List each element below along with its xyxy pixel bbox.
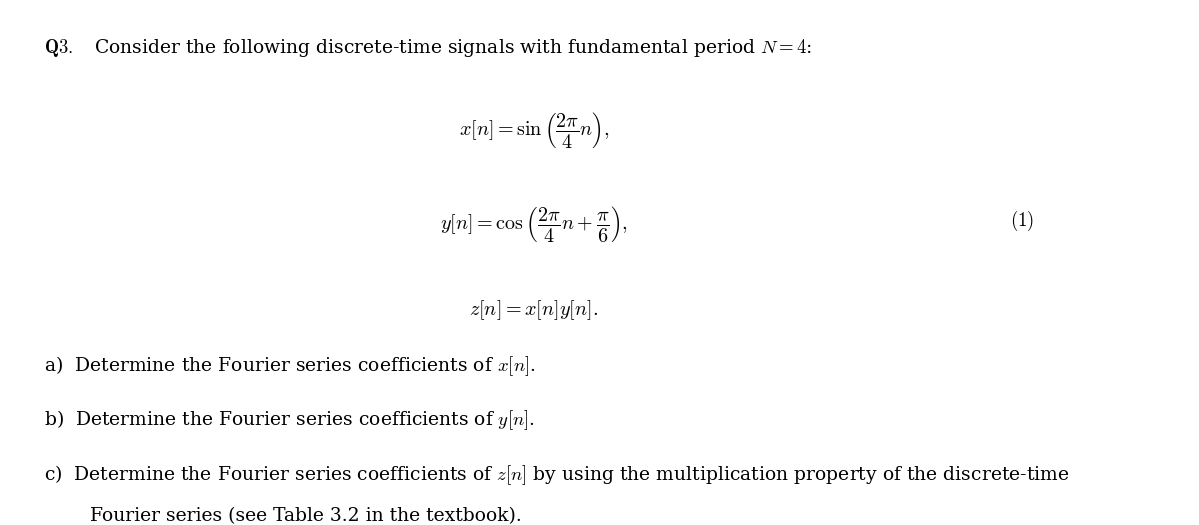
Text: $y[n] = \cos\left(\dfrac{2\pi}{4}n + \dfrac{\pi}{6}\right),$: $y[n] = \cos\left(\dfrac{2\pi}{4}n + \df… — [440, 204, 627, 244]
Text: Consider the following discrete-time signals with fundamental period $N = 4$:: Consider the following discrete-time sig… — [95, 37, 813, 59]
Text: $x[n] = \sin\left(\dfrac{2\pi}{4}n\right),$: $x[n] = \sin\left(\dfrac{2\pi}{4}n\right… — [458, 110, 609, 150]
Text: $\mathbf{Q3.}$: $\mathbf{Q3.}$ — [44, 37, 73, 59]
Text: $z[n] = x[n]y[n].$: $z[n] = x[n]y[n].$ — [469, 298, 598, 322]
Text: c)  Determine the Fourier series coefficients of $z[n]$ by using the multiplicat: c) Determine the Fourier series coeffici… — [44, 463, 1070, 487]
Text: b)  Determine the Fourier series coefficients of $y[n]$.: b) Determine the Fourier series coeffici… — [44, 408, 535, 433]
Text: Fourier series (see Table 3.2 in the textbook).: Fourier series (see Table 3.2 in the tex… — [90, 508, 522, 525]
Text: a)  Determine the Fourier series coefficients of $x[n]$.: a) Determine the Fourier series coeffici… — [44, 354, 536, 379]
Text: $(1)$: $(1)$ — [1010, 209, 1034, 233]
